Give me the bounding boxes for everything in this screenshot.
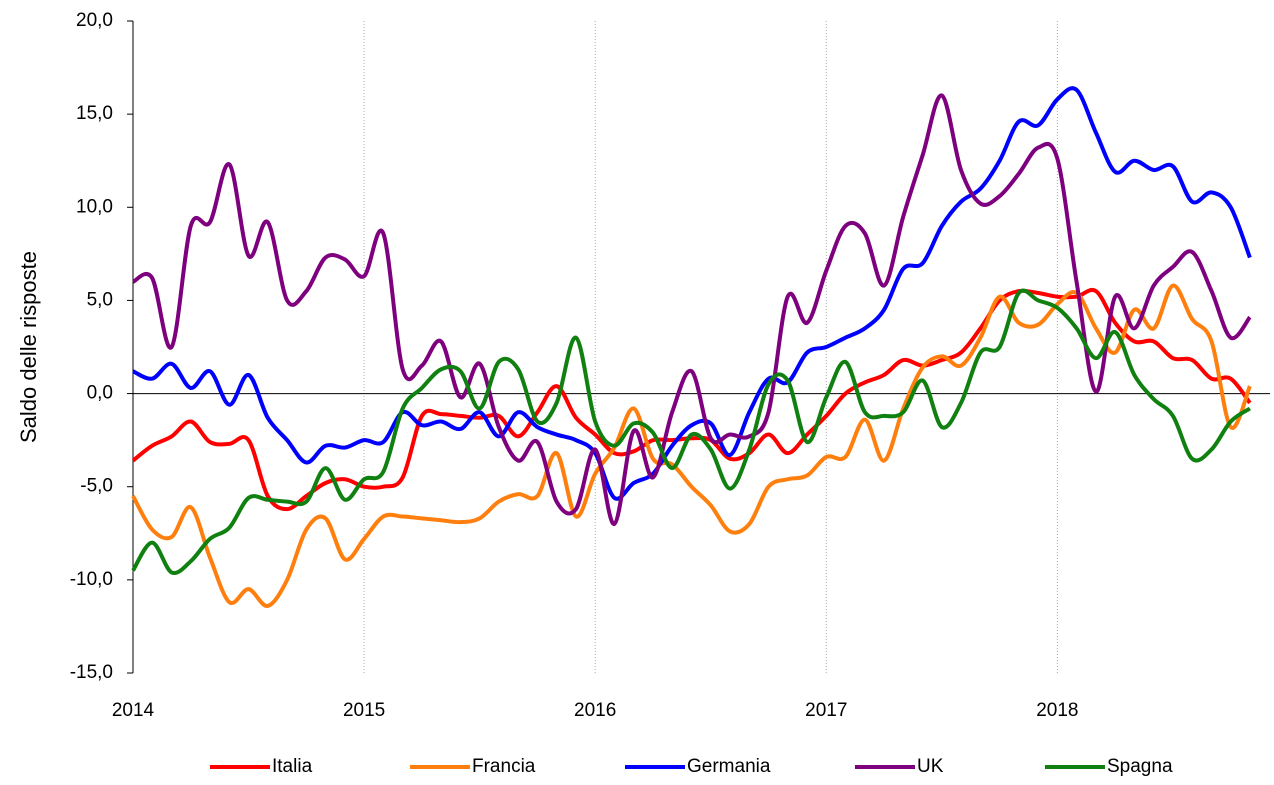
- legend-label: Spagna: [1107, 756, 1173, 777]
- x-tick-label: 2018: [1036, 700, 1078, 721]
- y-tick-label: -10,0: [70, 569, 113, 590]
- series-line: [131, 283, 1252, 608]
- y-tick-label: 15,0: [76, 103, 113, 124]
- x-tick-label: 2016: [574, 700, 616, 721]
- y-axis-label: Saldo delle risposte: [16, 251, 41, 443]
- series-line: [132, 93, 1252, 526]
- x-tick-label: 2015: [343, 700, 385, 721]
- series-line: [131, 288, 1252, 576]
- y-tick-label: 20,0: [76, 10, 113, 31]
- legend-label: Francia: [472, 756, 536, 777]
- x-tick-label: 2014: [112, 700, 155, 721]
- x-tick-label: 2017: [805, 700, 847, 721]
- y-tick-label: -5,0: [80, 476, 113, 497]
- legend-label: UK: [917, 756, 944, 777]
- legend-label: Germania: [687, 756, 771, 777]
- legend-label: Italia: [272, 756, 313, 777]
- series-line: [132, 86, 1252, 501]
- y-tick-label: 10,0: [76, 196, 113, 217]
- y-tick-label: 5,0: [87, 289, 113, 310]
- y-tick-label: 0,0: [87, 383, 113, 404]
- y-tick-label: -15,0: [70, 662, 113, 683]
